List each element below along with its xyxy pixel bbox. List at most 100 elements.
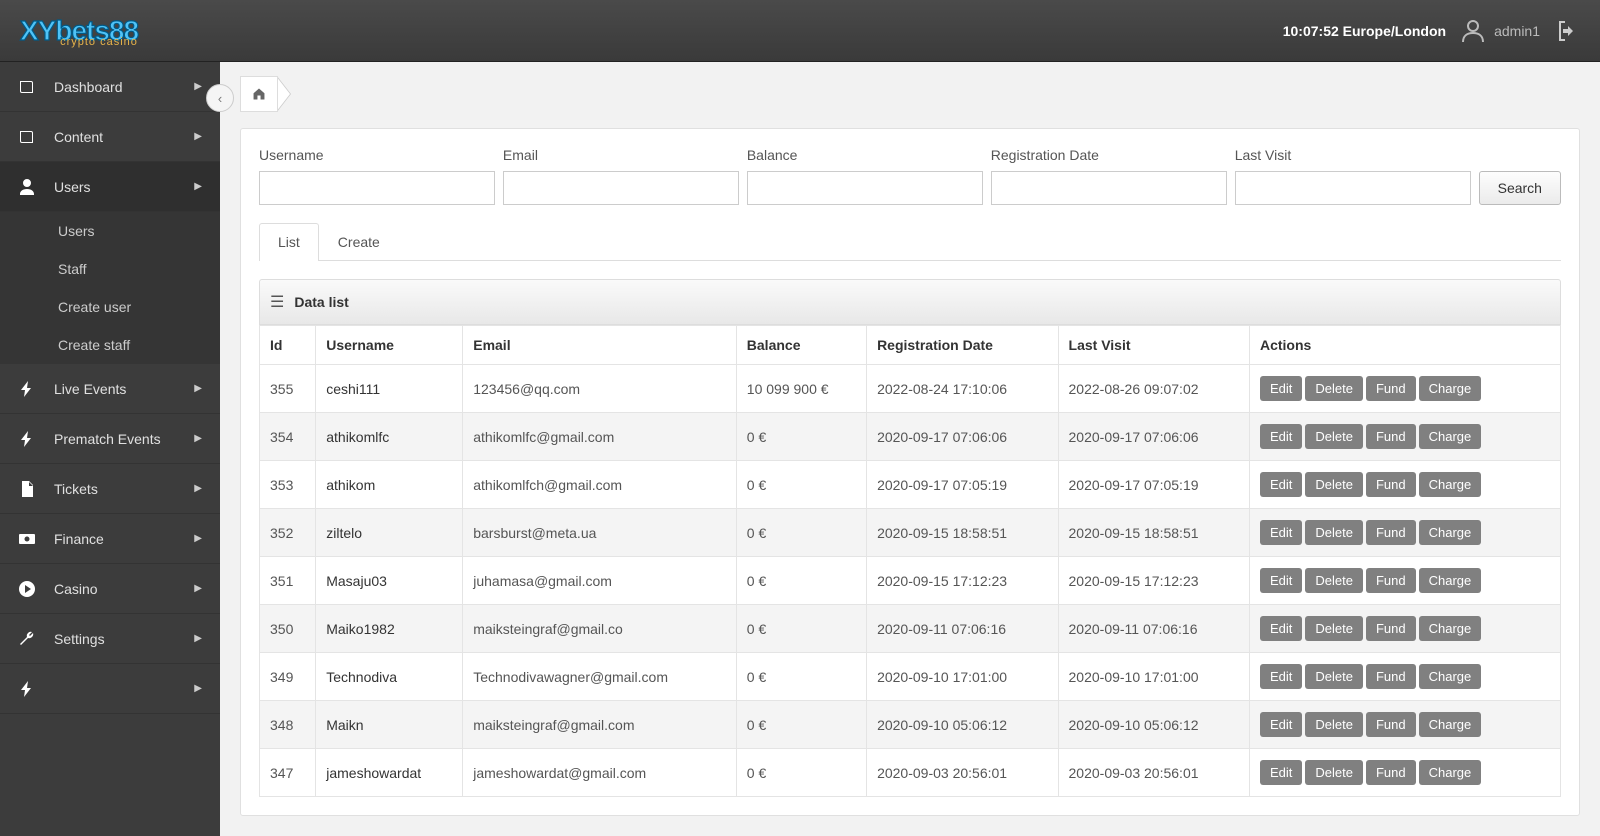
cell-email: Technodivawagner@gmail.com (463, 653, 737, 701)
cell-balance: 0 € (736, 461, 866, 509)
sidebar-sub-users[interactable]: Users (0, 212, 220, 250)
fund-button[interactable]: Fund (1366, 520, 1416, 545)
sidebar-item-label: Finance (54, 531, 104, 547)
edit-button[interactable]: Edit (1260, 712, 1302, 737)
delete-button[interactable]: Delete (1305, 760, 1363, 785)
cell-lastvisit: 2020-09-17 07:06:06 (1058, 413, 1249, 461)
home-icon (252, 87, 266, 101)
col-id[interactable]: Id (260, 326, 316, 365)
edit-button[interactable]: Edit (1260, 664, 1302, 689)
col-actions[interactable]: Actions (1249, 326, 1560, 365)
search-button[interactable]: Search (1479, 171, 1561, 205)
cell-lastvisit: 2022-08-26 09:07:02 (1058, 365, 1249, 413)
sidebar-sub-staff[interactable]: Staff (0, 250, 220, 288)
edit-button[interactable]: Edit (1260, 568, 1302, 593)
sidebar-item-label: Content (54, 129, 103, 145)
col-balance[interactable]: Balance (736, 326, 866, 365)
tab-list[interactable]: List (259, 223, 319, 261)
logo-sub: crypto casino (60, 36, 138, 48)
charge-button[interactable]: Charge (1419, 520, 1482, 545)
cell-actions: EditDeleteFundCharge (1249, 461, 1560, 509)
col-last-visit[interactable]: Last Visit (1058, 326, 1249, 365)
sidebar-item-finance[interactable]: Finance▶ (0, 514, 220, 564)
tab-create[interactable]: Create (319, 223, 399, 260)
sidebar-item-casino[interactable]: Casino▶ (0, 564, 220, 614)
edit-button[interactable]: Edit (1260, 424, 1302, 449)
sidebar-item-dashboard[interactable]: Dashboard▶ (0, 62, 220, 112)
charge-button[interactable]: Charge (1419, 616, 1482, 641)
fund-button[interactable]: Fund (1366, 712, 1416, 737)
fund-button[interactable]: Fund (1366, 376, 1416, 401)
delete-button[interactable]: Delete (1305, 568, 1363, 593)
topbar-right: 10:07:52 Europe/London admin1 (1283, 18, 1580, 44)
cell-username: Maikn (316, 701, 463, 749)
charge-button[interactable]: Charge (1419, 760, 1482, 785)
charge-button[interactable]: Charge (1419, 424, 1482, 449)
edit-button[interactable]: Edit (1260, 376, 1302, 401)
cell-balance: 0 € (736, 653, 866, 701)
filter-lastvisit: Last Visit (1235, 147, 1471, 205)
filter-lastvisit-input[interactable] (1235, 171, 1471, 205)
delete-button[interactable]: Delete (1305, 664, 1363, 689)
logout-icon[interactable] (1554, 18, 1580, 44)
cell-lastvisit: 2020-09-03 20:56:01 (1058, 749, 1249, 797)
cell-actions: EditDeleteFundCharge (1249, 413, 1560, 461)
sidebar-item-users[interactable]: Users▶ (0, 162, 220, 212)
sidebar-item-item[interactable]: ▶ (0, 664, 220, 714)
delete-button[interactable]: Delete (1305, 712, 1363, 737)
sidebar-item-label: Prematch Events (54, 431, 161, 447)
filter-balance-input[interactable] (747, 171, 983, 205)
chevron-right-icon: ▶ (194, 633, 202, 644)
delete-button[interactable]: Delete (1305, 424, 1363, 449)
fund-button[interactable]: Fund (1366, 472, 1416, 497)
filter-regdate-label: Registration Date (991, 147, 1227, 163)
cell-id: 355 (260, 365, 316, 413)
cell-lastvisit: 2020-09-17 07:05:19 (1058, 461, 1249, 509)
filter-username-input[interactable] (259, 171, 495, 205)
sidebar-item-tickets[interactable]: Tickets▶ (0, 464, 220, 514)
sidebar: ‹ Dashboard▶Content▶Users▶UsersStaffCrea… (0, 62, 220, 836)
cell-lastvisit: 2020-09-15 17:12:23 (1058, 557, 1249, 605)
user-menu[interactable]: admin1 (1460, 18, 1540, 44)
edit-button[interactable]: Edit (1260, 520, 1302, 545)
sidebar-item-prematch-events[interactable]: Prematch Events▶ (0, 414, 220, 464)
delete-button[interactable]: Delete (1305, 616, 1363, 641)
col-email[interactable]: Email (463, 326, 737, 365)
cell-actions: EditDeleteFundCharge (1249, 605, 1560, 653)
sidebar-item-content[interactable]: Content▶ (0, 112, 220, 162)
user-avatar-icon (1460, 18, 1486, 44)
charge-button[interactable]: Charge (1419, 712, 1482, 737)
sidebar-sub-create-user[interactable]: Create user (0, 288, 220, 326)
fund-button[interactable]: Fund (1366, 424, 1416, 449)
sidebar-collapse[interactable]: ‹ (206, 84, 234, 112)
filter-email-input[interactable] (503, 171, 739, 205)
charge-button[interactable]: Charge (1419, 376, 1482, 401)
list-menu-icon[interactable]: ☰ (270, 292, 284, 312)
sidebar-item-live-events[interactable]: Live Events▶ (0, 364, 220, 414)
delete-button[interactable]: Delete (1305, 376, 1363, 401)
main-content: Username Email Balance Registration Date… (220, 62, 1600, 836)
col-registration-date[interactable]: Registration Date (867, 326, 1058, 365)
edit-button[interactable]: Edit (1260, 760, 1302, 785)
cell-id: 353 (260, 461, 316, 509)
charge-button[interactable]: Charge (1419, 568, 1482, 593)
filter-regdate-input[interactable] (991, 171, 1227, 205)
fund-button[interactable]: Fund (1366, 664, 1416, 689)
logo[interactable]: XYbets88 crypto casino (20, 14, 138, 48)
fund-button[interactable]: Fund (1366, 760, 1416, 785)
sidebar-sub-create-staff[interactable]: Create staff (0, 326, 220, 364)
sidebar-item-settings[interactable]: Settings▶ (0, 614, 220, 664)
edit-button[interactable]: Edit (1260, 472, 1302, 497)
col-username[interactable]: Username (316, 326, 463, 365)
delete-button[interactable]: Delete (1305, 472, 1363, 497)
breadcrumb-home[interactable] (240, 76, 278, 112)
delete-button[interactable]: Delete (1305, 520, 1363, 545)
sidebar-item-label: Users (54, 179, 91, 195)
charge-button[interactable]: Charge (1419, 664, 1482, 689)
edit-button[interactable]: Edit (1260, 616, 1302, 641)
fund-button[interactable]: Fund (1366, 616, 1416, 641)
charge-button[interactable]: Charge (1419, 472, 1482, 497)
fund-button[interactable]: Fund (1366, 568, 1416, 593)
table-row: 354athikomlfcathikomlfc@gmail.com0 €2020… (260, 413, 1561, 461)
cell-lastvisit: 2020-09-15 18:58:51 (1058, 509, 1249, 557)
